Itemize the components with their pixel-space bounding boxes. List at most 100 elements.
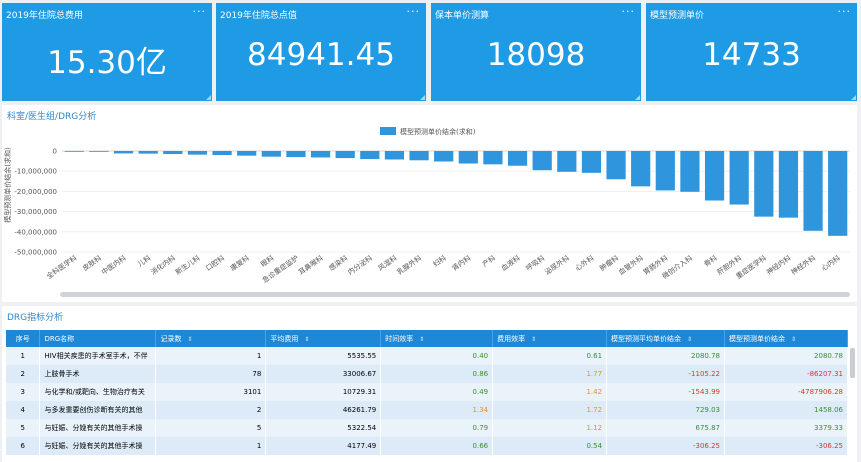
- bar[interactable]: [532, 151, 552, 171]
- cell-cost-efficiency: 1.12: [492, 419, 608, 437]
- cell-time-efficiency: 0.49: [380, 383, 494, 401]
- bar[interactable]: [631, 151, 651, 187]
- bar[interactable]: [237, 151, 257, 156]
- resize-handle-icon[interactable]: [420, 95, 425, 100]
- bar[interactable]: [187, 151, 208, 155]
- cell-index: 3: [6, 383, 41, 401]
- bar[interactable]: [581, 151, 602, 173]
- bar[interactable]: [138, 151, 158, 154]
- sort-icon[interactable]: ⇕: [791, 335, 797, 343]
- sort-icon[interactable]: ⇕: [187, 335, 193, 343]
- bar[interactable]: [655, 151, 675, 191]
- table-panel-title: DRG指标分析: [7, 313, 64, 323]
- cell-drg-name: 与多发重要创伤诊断有关的其他: [39, 401, 157, 419]
- bar[interactable]: [557, 151, 577, 172]
- bar[interactable]: [434, 151, 454, 162]
- resize-handle-icon[interactable]: [635, 95, 640, 100]
- cell-index: 4: [6, 401, 41, 419]
- bar[interactable]: [212, 151, 232, 156]
- table-row[interactable]: 1 HIV相关疾患的手术室手术，不伴 1 5535.55 0.40 0.61 2080.78…: [6, 347, 848, 365]
- x-tick-label: 新生儿科: [173, 253, 201, 276]
- more-icon[interactable]: ···: [192, 5, 206, 18]
- cell-cost-efficiency: 1.42: [492, 383, 608, 401]
- table-row[interactable]: 2 上肢骨手术 78 33006.67 0.86 1.77 -1105.22 -86207.3…: [6, 365, 848, 383]
- table-row[interactable]: 6 与妊娠、分娩有关的其他手术操 1 4177.49 0.66 0.54 -306.25 -3…: [6, 437, 848, 455]
- bar[interactable]: [360, 151, 380, 160]
- bar[interactable]: [606, 151, 626, 180]
- kpi-value: 15.30亿: [47, 45, 167, 81]
- kpi-card-breakeven-price[interactable]: 保本单价测算 ··· 18098: [431, 3, 641, 101]
- bar[interactable]: [113, 151, 134, 154]
- cell-time-efficiency: 0.40: [380, 347, 494, 365]
- kpi-card-model-price[interactable]: 模型预测单价 ··· 14733: [646, 3, 857, 101]
- legend-swatch[interactable]: [380, 127, 396, 135]
- table-row[interactable]: 4 与多发重要创伤诊断有关的其他 2 46261.79 1.34 1.72 729.03 14…: [6, 401, 848, 419]
- bar[interactable]: [310, 151, 331, 158]
- chart-panel-title: 科室/医生组/DRG分析: [7, 112, 97, 122]
- cell-avg-price-balance: 2080.78: [606, 347, 725, 365]
- bar[interactable]: [483, 151, 503, 165]
- header-avg-price-balance[interactable]: 模型预测平均单价结余 ⇕: [606, 330, 725, 347]
- legend-label[interactable]: 模型预测单价结余(求和): [400, 127, 476, 136]
- bar[interactable]: [335, 151, 355, 159]
- bar[interactable]: [409, 151, 429, 161]
- more-icon[interactable]: ···: [406, 5, 420, 18]
- x-tick-label: 产科: [480, 253, 497, 268]
- bar[interactable]: [729, 151, 749, 205]
- cell-drg-name: 与妊娠、分娩有关的其他手术操: [39, 419, 157, 437]
- cell-price-balance: -86207.31: [724, 365, 848, 383]
- bar[interactable]: [803, 151, 823, 231]
- resize-handle-icon[interactable]: [206, 95, 211, 100]
- header-time-efficiency[interactable]: 时间效率 ⇕: [380, 330, 494, 347]
- bar[interactable]: [704, 151, 725, 201]
- cell-avg-cost: 5322.54: [265, 419, 382, 437]
- bar[interactable]: [64, 151, 84, 152]
- bar[interactable]: [680, 151, 700, 192]
- resize-handle-icon[interactable]: [851, 95, 856, 100]
- bar[interactable]: [507, 151, 528, 166]
- chart-panel: 科室/医生组/DRG分析 0 -10,000,000 -20,000,000 -30,…: [2, 105, 857, 302]
- x-tick-label: 全科医学科: [45, 253, 79, 280]
- sort-icon[interactable]: ⇕: [687, 335, 693, 343]
- header-drg-name[interactable]: DRG名称: [39, 330, 157, 347]
- cell-time-efficiency: 0.66: [380, 437, 494, 455]
- cell-drg-name: HIV相关疾患的手术室手术，不伴: [39, 347, 157, 365]
- header-price-balance[interactable]: 模型预测单价结余 ⇕: [724, 330, 848, 347]
- x-tick-label: 血液科: [499, 253, 521, 272]
- bar[interactable]: [261, 151, 281, 157]
- kpi-card-total-points[interactable]: 2019年住院总点值 ··· 84941.45: [216, 3, 426, 101]
- bar[interactable]: [458, 151, 478, 164]
- cell-index: 6: [6, 437, 41, 455]
- table-row[interactable]: 3 与化学和/或靶向、生物治疗有关 3101 10729.31 0.49 1.42 -154…: [6, 383, 848, 401]
- header-index[interactable]: 序号: [6, 330, 41, 347]
- bar[interactable]: [754, 151, 774, 217]
- sort-icon[interactable]: ⇕: [304, 335, 310, 343]
- cell-avg-cost: 46261.79: [265, 401, 382, 419]
- horizontal-scrollbar[interactable]: [60, 292, 850, 297]
- cell-avg-price-balance: -1543.99: [606, 383, 725, 401]
- bar[interactable]: [384, 151, 405, 160]
- x-tick-label: 儿科: [136, 253, 153, 268]
- header-cost-efficiency[interactable]: 费用效率 ⇕: [492, 330, 608, 347]
- x-tick-label: 消化内科: [149, 253, 177, 276]
- table-row[interactable]: 5 与妊娠、分娩有关的其他手术操 5 5322.54 0.79 1.12 675.87 337…: [6, 419, 848, 437]
- vertical-scrollbar[interactable]: [850, 348, 855, 378]
- cell-avg-cost: 10729.31: [265, 383, 382, 401]
- bar[interactable]: [286, 151, 306, 158]
- more-icon[interactable]: ···: [837, 5, 851, 18]
- header-avg-cost[interactable]: 平均费用 ⇕: [265, 330, 382, 347]
- y-tick-label: -10,000,000: [14, 168, 57, 176]
- bar[interactable]: [778, 151, 799, 218]
- sort-icon[interactable]: ⇕: [419, 335, 425, 343]
- bar[interactable]: [89, 151, 109, 152]
- header-record-count[interactable]: 记录数 ⇕: [155, 330, 267, 347]
- y-tick-label: 0: [53, 148, 57, 156]
- more-icon[interactable]: ···: [621, 5, 635, 18]
- sort-icon[interactable]: ⇕: [531, 335, 537, 343]
- bar[interactable]: [163, 151, 183, 155]
- cell-price-balance: -306.25: [724, 437, 848, 455]
- bar[interactable]: [828, 151, 848, 236]
- x-tick-label: 神经外科: [789, 253, 817, 276]
- kpi-card-total-cost[interactable]: 2019年住院总费用 ··· 15.30亿: [2, 3, 212, 101]
- cell-avg-price-balance: -306.25: [606, 437, 725, 455]
